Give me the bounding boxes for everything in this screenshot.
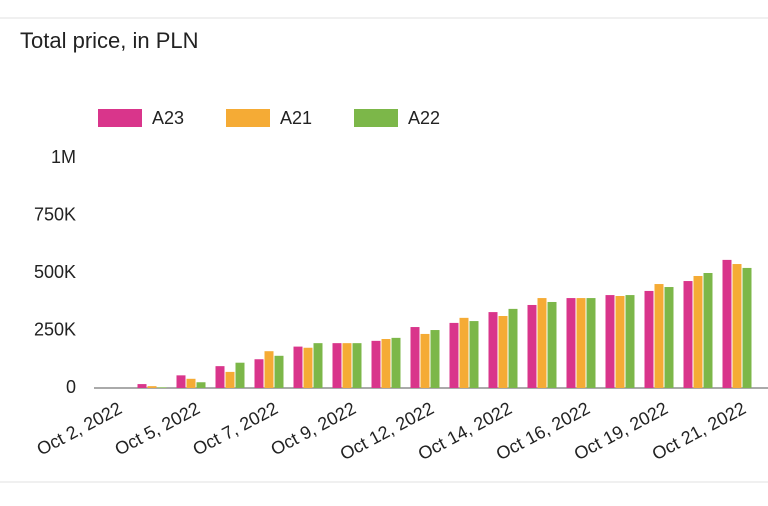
bar <box>235 362 245 388</box>
bar <box>469 321 479 388</box>
bar <box>381 339 391 388</box>
bar <box>137 384 147 388</box>
bar <box>566 298 576 388</box>
bar <box>488 312 498 388</box>
bar <box>157 387 167 388</box>
legend-label: A22 <box>408 108 440 128</box>
bar <box>410 327 420 388</box>
y-tick-label: 250K <box>34 319 76 339</box>
bar <box>586 298 596 388</box>
bar <box>576 298 586 388</box>
bar <box>459 317 469 388</box>
bar <box>176 375 186 388</box>
bar <box>449 322 459 388</box>
legend-swatch <box>98 109 142 127</box>
bar <box>391 337 401 388</box>
legend-label: A21 <box>280 108 312 128</box>
bar <box>264 351 274 388</box>
bar <box>527 304 537 388</box>
bar <box>693 275 703 388</box>
bar <box>605 295 615 388</box>
chart-title: Total price, in PLN <box>20 28 199 53</box>
bar <box>498 316 508 388</box>
legend-swatch <box>226 109 270 127</box>
bar <box>420 333 430 388</box>
bar <box>186 378 196 388</box>
bar <box>274 355 284 388</box>
bar <box>625 295 635 388</box>
bar <box>722 259 732 388</box>
bar <box>293 346 303 388</box>
bar <box>537 298 547 388</box>
bar <box>254 359 264 388</box>
bar <box>508 308 518 388</box>
y-tick-label: 500K <box>34 262 76 282</box>
bar <box>225 371 235 388</box>
bar <box>654 284 664 388</box>
bar <box>342 343 352 388</box>
bar <box>732 264 742 388</box>
bar <box>615 296 625 388</box>
bar <box>196 382 206 388</box>
bar <box>147 386 157 388</box>
bar <box>547 301 557 388</box>
bar <box>683 281 693 388</box>
bar <box>215 366 225 388</box>
bar <box>313 343 323 388</box>
y-tick-label: 0 <box>66 377 76 397</box>
bar <box>430 330 440 388</box>
bar <box>664 287 674 388</box>
bar <box>703 273 713 388</box>
y-tick-label: 1M <box>51 147 76 167</box>
bar <box>303 347 313 388</box>
bar <box>742 267 752 388</box>
legend-swatch <box>354 109 398 127</box>
legend-label: A23 <box>152 108 184 128</box>
bar <box>371 340 381 388</box>
bar <box>644 290 654 388</box>
bar <box>352 343 362 388</box>
y-tick-label: 750K <box>34 204 76 224</box>
bar <box>332 343 342 388</box>
